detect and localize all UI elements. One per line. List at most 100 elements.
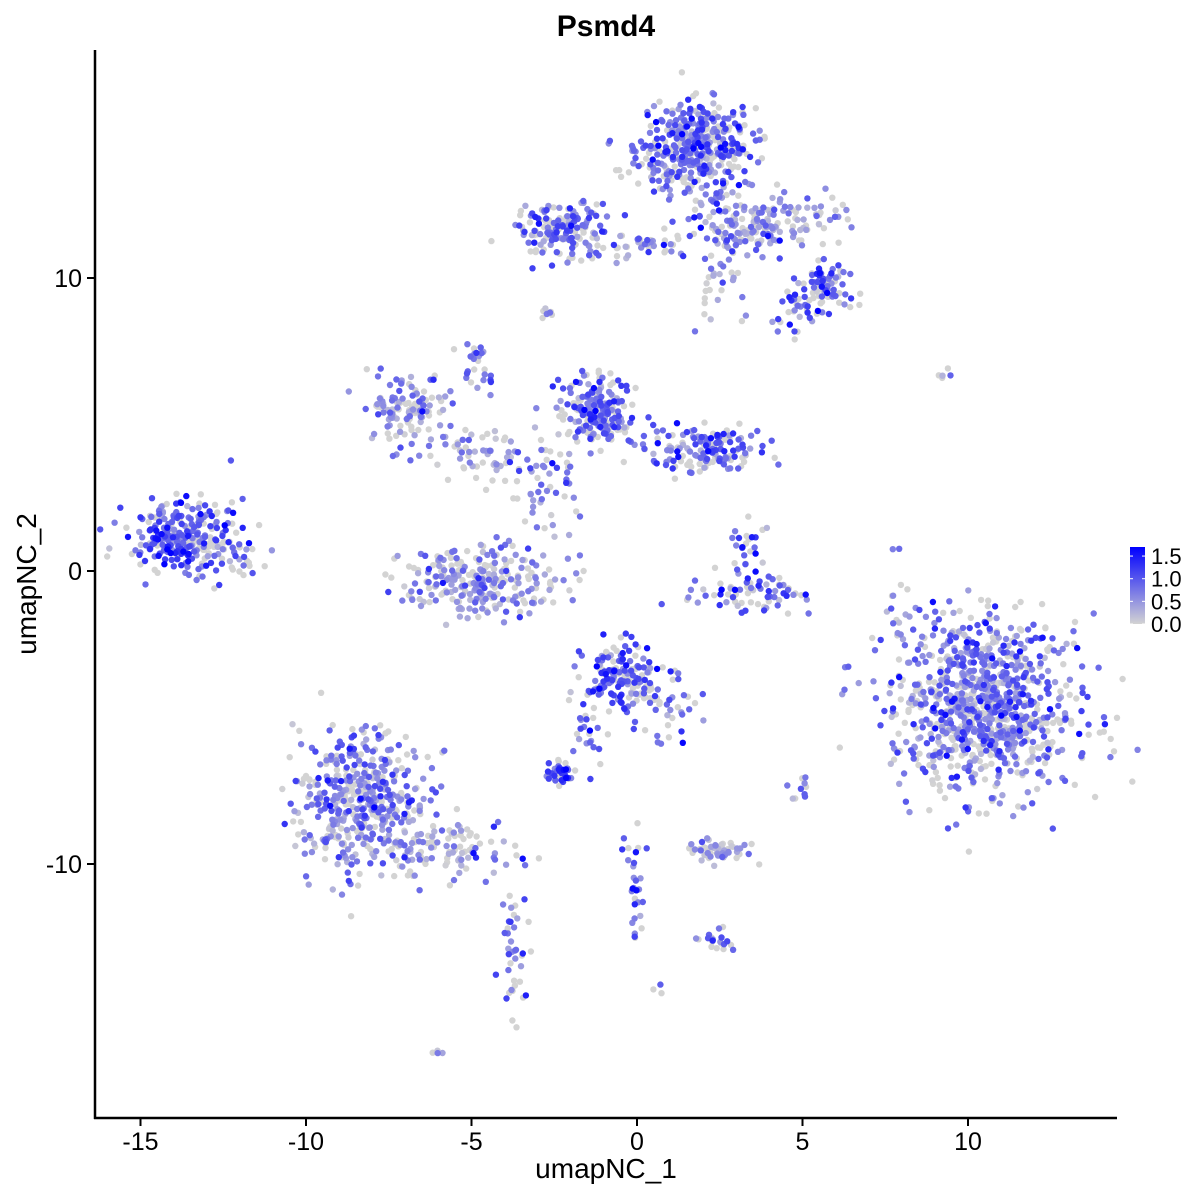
data-point — [1009, 734, 1016, 741]
data-point — [409, 596, 416, 603]
data-point — [425, 584, 433, 592]
data-point — [384, 813, 391, 820]
data-point — [769, 318, 776, 325]
data-point — [908, 695, 915, 703]
data-point — [499, 901, 507, 908]
data-point — [354, 834, 362, 841]
data-point — [920, 688, 927, 696]
data-point — [423, 855, 430, 863]
data-point — [729, 534, 736, 542]
data-point — [385, 826, 393, 833]
data-point — [180, 548, 187, 555]
data-point — [664, 177, 671, 185]
data-point — [613, 647, 620, 654]
data-point — [1074, 644, 1081, 652]
data-point — [542, 305, 549, 312]
data-point — [205, 543, 212, 550]
data-point — [568, 234, 575, 242]
data-point — [680, 692, 688, 699]
data-point — [680, 110, 687, 117]
data-point — [349, 854, 356, 861]
data-point — [361, 769, 368, 777]
data-point — [680, 178, 687, 186]
data-point — [830, 291, 837, 298]
data-point — [569, 250, 576, 257]
data-point — [836, 744, 843, 751]
data-point — [1070, 640, 1078, 647]
data-point — [419, 408, 426, 415]
data-point — [551, 772, 558, 779]
data-point — [922, 658, 929, 665]
data-point — [515, 580, 522, 587]
data-point — [940, 609, 947, 616]
data-point — [888, 713, 895, 721]
data-point — [839, 281, 846, 288]
data-point — [994, 779, 1001, 787]
data-point — [965, 848, 973, 855]
data-point — [654, 159, 661, 166]
data-point — [380, 840, 387, 847]
data-point — [446, 882, 454, 889]
data-point — [1003, 662, 1010, 670]
data-point — [790, 275, 798, 282]
data-point — [363, 366, 370, 373]
data-point — [741, 552, 748, 559]
data-point — [513, 1024, 520, 1031]
data-point — [321, 856, 329, 863]
data-point — [1067, 717, 1075, 724]
data-point — [1071, 781, 1079, 788]
data-point — [567, 688, 574, 696]
data-point — [735, 192, 742, 199]
data-point — [1022, 729, 1029, 737]
data-point — [615, 377, 622, 384]
data-point — [1028, 666, 1036, 673]
data-point — [405, 799, 413, 806]
data-point — [564, 213, 571, 220]
data-point — [544, 768, 552, 775]
data-point — [370, 430, 378, 438]
data-point — [918, 633, 926, 640]
data-point — [711, 592, 718, 599]
data-point — [760, 607, 768, 614]
data-point — [506, 458, 514, 466]
data-point — [1044, 679, 1051, 686]
data-point — [659, 118, 666, 125]
data-point — [922, 695, 929, 702]
data-point — [474, 384, 481, 391]
data-point — [427, 797, 434, 804]
data-point — [396, 428, 404, 435]
data-point — [986, 615, 993, 622]
data-point — [968, 706, 976, 713]
chart-title: Psmd4 — [557, 10, 656, 43]
data-point — [1017, 640, 1024, 648]
data-point — [890, 620, 897, 627]
data-point — [322, 838, 329, 846]
data-point — [722, 140, 729, 148]
data-point — [363, 736, 370, 743]
data-point — [439, 1049, 446, 1057]
data-point — [922, 700, 929, 707]
data-point — [345, 834, 352, 841]
data-point — [1063, 640, 1070, 647]
x-tick-label: 0 — [630, 1128, 644, 1156]
data-point — [184, 502, 191, 510]
data-point — [662, 461, 670, 469]
data-point — [716, 270, 723, 278]
data-point — [692, 90, 700, 97]
data-point — [762, 222, 769, 229]
data-point — [408, 383, 415, 390]
data-point — [404, 793, 411, 800]
data-point — [1061, 710, 1069, 717]
data-point — [659, 135, 666, 142]
data-point — [444, 476, 452, 483]
data-point — [415, 426, 422, 434]
data-point — [449, 400, 456, 407]
data-point — [513, 600, 520, 607]
data-point — [938, 647, 945, 655]
data-point — [464, 547, 471, 555]
data-point — [297, 741, 305, 748]
data-point — [889, 546, 896, 553]
data-point — [761, 135, 768, 142]
data-point — [968, 774, 975, 781]
data-point — [550, 204, 557, 211]
